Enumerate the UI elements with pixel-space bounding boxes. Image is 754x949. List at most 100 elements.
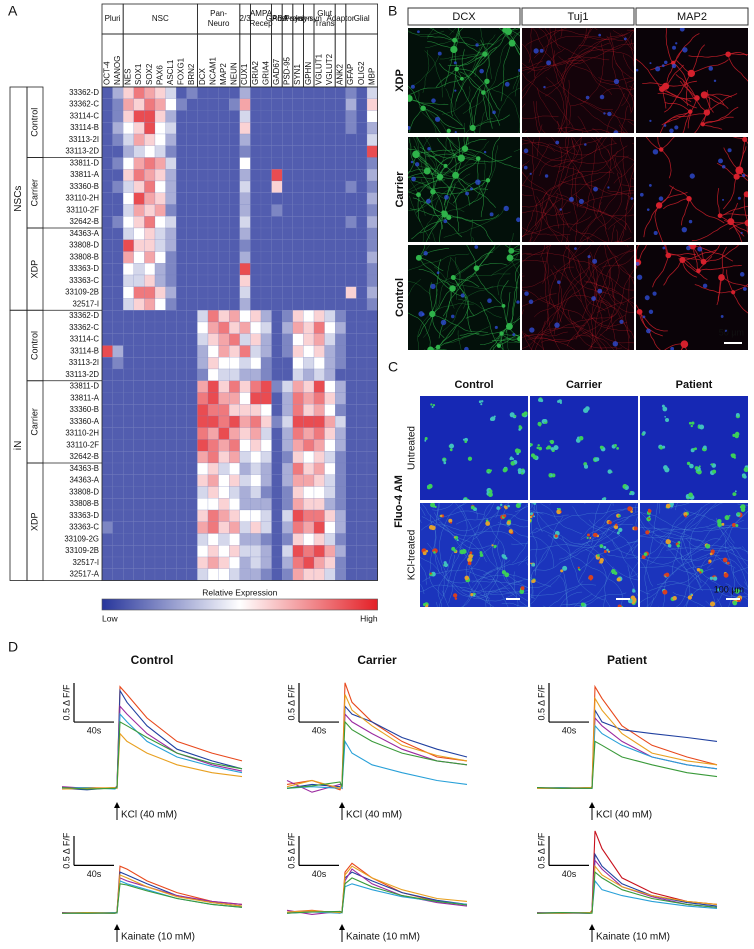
micrograph-cell [608,520,612,525]
micrograph-fiber [444,186,450,218]
heatmap-cell [282,157,294,170]
heatmap-cell [165,498,177,511]
heatmap-cell [186,263,198,276]
heatmap-cell [186,204,198,217]
micrograph-cell [710,549,715,554]
heatmap-cell [303,227,315,240]
heatmap-cell [324,180,336,193]
heatmap-cell [101,180,113,193]
column-group-label: Adaptor [326,14,354,23]
heatmap-cell [356,439,368,452]
heatmap-cell [260,333,272,346]
heatmap-cell [133,486,145,499]
heatmap-cell [239,368,251,381]
heatmap-cell [313,227,325,240]
heatmap-cell [228,568,240,581]
heatmap-cell [313,357,325,370]
heatmap-cell [260,509,272,522]
heatmap-cell [207,274,219,287]
micrograph-fiber [415,154,443,179]
micrograph-cell [443,562,449,568]
micrograph-fiber [425,109,447,133]
micrograph-fiber [606,93,625,133]
heatmap-cell [271,451,283,464]
micrograph-cell [550,474,553,477]
heatmap-cell [335,321,347,334]
micrograph-fiber [665,80,697,87]
micrograph-fiber [644,537,654,607]
micrograph-fiber [703,245,721,263]
heatmap-cell [122,204,134,217]
heatmap-cell [154,380,166,393]
micrograph-cell [709,576,714,580]
micrograph-fiber [687,97,698,129]
micrograph-nucleus [722,198,725,201]
heatmap-cell [197,298,209,311]
micrograph-fiber [513,571,519,607]
micrograph-fiber [427,28,435,39]
micrograph-fiber [411,217,449,240]
condition-label: Carrier [394,171,406,208]
heatmap-cell [154,568,166,581]
micrograph-soma [655,202,663,209]
heatmap-cell [324,133,336,146]
micrograph-cell [479,553,484,557]
micrograph-cell [533,515,536,518]
micrograph-fiber [561,592,627,606]
micrograph-fiber [569,137,602,232]
heatmap-cell [207,310,219,323]
micrograph-cell [537,421,542,427]
heatmap-cell [303,133,315,146]
micrograph-cell [449,443,455,449]
heatmap-cell [154,498,166,511]
heatmap-cell [356,98,368,111]
heatmap-cell [175,133,187,146]
micrograph-cell [425,549,429,553]
heatmap-cell [250,380,262,393]
micrograph-cell [456,539,459,542]
heatmap-cell [101,122,113,135]
heatmap-cell [356,298,368,311]
micrograph-nucleus [410,160,414,164]
heatmap-cell [366,298,378,311]
heatmap-cell [250,180,262,193]
heatmap-cell [122,263,134,276]
micrograph-fiber [417,194,421,223]
micrograph-fiber [498,345,504,350]
micrograph-fiber [443,211,493,242]
heatmap-cell [366,568,378,581]
heatmap-cell [133,263,145,276]
micrograph-fiber [430,257,452,326]
micrograph-fiber [522,138,555,152]
heatmap-cell [250,568,262,581]
micrograph-fiber [438,521,528,537]
heatmap-cell [144,86,156,99]
heatmap-cell [186,169,198,182]
heatmap-cell [303,380,315,393]
micrograph-fiber [723,220,748,224]
micrograph-fiber [559,591,583,607]
heatmap-cell [356,286,368,299]
heatmap-cell [324,145,336,158]
sample-label: 33109-2G [64,534,99,543]
micrograph-fiber [420,178,465,213]
micrograph-fiber [599,333,634,344]
micrograph-nucleus [619,319,624,324]
heatmap-cell [324,227,336,240]
heatmap-cell [175,98,187,111]
micrograph-fiber [679,80,698,99]
heatmap-cell [144,545,156,558]
micrograph-fiber [422,49,430,93]
heatmap-cell [144,415,156,428]
micrograph-cell [470,592,474,597]
heatmap-cell [112,368,124,381]
micrograph-fiber [578,259,632,332]
micrograph-background [522,245,634,350]
micrograph-fiber [421,503,487,563]
micrograph-nucleus [727,148,732,153]
micrograph-nucleus [465,191,470,196]
micrograph-fiber [511,42,520,55]
micrograph-fiber [420,557,511,597]
heatmap-cell [154,110,166,123]
micrograph-cell [618,514,621,518]
